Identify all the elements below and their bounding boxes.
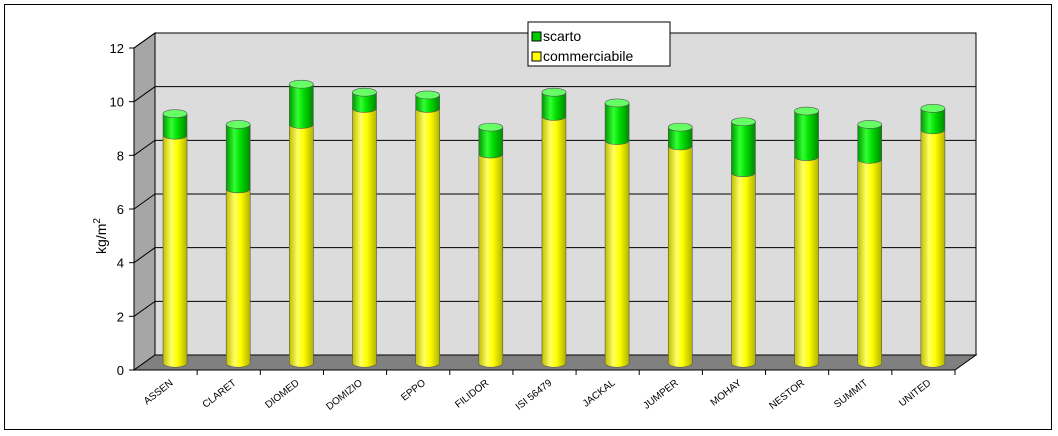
bar-scarto-filidor — [478, 126, 504, 159]
bar-commerciabile-diomed — [289, 124, 314, 368]
y-axis-label: kg/m2 — [92, 218, 109, 254]
bar-scarto-jackal — [604, 102, 630, 145]
bar-top-cap — [920, 104, 946, 113]
bar-top-cap — [162, 109, 188, 118]
bar-scarto-united — [920, 108, 946, 135]
bar-commerciabile-eppo — [415, 108, 440, 368]
bar-scarto-domizio — [352, 91, 377, 113]
bar-top-cap — [604, 98, 630, 108]
bar-top-cap — [225, 120, 251, 129]
gridline — [133, 32, 976, 49]
bar-top-cap — [478, 122, 504, 132]
bar-scarto-diomed — [289, 83, 314, 129]
bar-commerciabile-nestor — [794, 156, 819, 368]
bar-top-cap — [857, 120, 883, 129]
bar-top-cap — [667, 122, 693, 132]
bar-commerciabile-united — [920, 129, 946, 368]
legend-swatch-commerciabile — [531, 51, 542, 62]
bar-commerciabile-assen — [162, 134, 188, 368]
bar-scarto-eppo — [415, 94, 440, 113]
bar-commerciabile-jackal — [604, 140, 630, 368]
x-category-label: NESTOR — [767, 378, 806, 412]
x-category-label: MOHAY — [709, 377, 744, 408]
bar-commerciabile-jumper — [667, 145, 693, 368]
y-tick-label: 12 — [110, 41, 124, 56]
legend-swatch-scarto — [531, 31, 542, 42]
x-category-label: DIOMED — [263, 378, 301, 411]
x-category-label: FILIDOR — [453, 378, 491, 411]
legend: scarto commerciabile — [527, 21, 671, 67]
y-tick-label: 4 — [117, 256, 124, 271]
bar-commerciabile-domizio — [352, 108, 377, 368]
y-tick-label: 0 — [117, 363, 124, 378]
x-category-label: DOMIZIO — [324, 378, 365, 413]
bar-top-cap — [352, 87, 377, 97]
x-category-label: JACKAL — [581, 377, 618, 409]
gridline — [133, 193, 976, 210]
legend-label-commerciabile: commerciabile — [543, 48, 633, 64]
x-category-label: ISI 56479 — [514, 377, 555, 412]
x-category-label: JUMPER — [641, 378, 680, 412]
bar-scarto-jumper — [667, 126, 693, 151]
bar-scarto-mohay — [731, 121, 756, 178]
bar-top-cap — [541, 87, 567, 97]
bar-scarto-nestor — [794, 110, 819, 161]
x-category-label: ASSEN — [142, 378, 175, 408]
bar-top-cap — [289, 79, 314, 89]
legend-box — [527, 21, 671, 67]
x-category-label: UNITED — [897, 378, 933, 410]
gridline — [133, 247, 976, 264]
bar-top-cap — [415, 90, 440, 100]
y-tick-label: 6 — [117, 202, 124, 217]
x-category-label: CLARET — [201, 378, 239, 411]
bar-scarto-summit — [857, 124, 883, 164]
bar-scarto-assen — [162, 113, 188, 140]
bar-top-cap — [731, 117, 756, 127]
y-tick-label: 8 — [117, 148, 124, 163]
bar-top-cap — [794, 106, 819, 116]
x-category-label: EPPO — [399, 378, 428, 404]
bar-scarto-claret — [225, 124, 251, 194]
gridline — [133, 139, 976, 156]
bar-commerciabile-filidor — [478, 153, 504, 368]
bar-commerciabile-claret — [225, 188, 251, 368]
gridline — [133, 300, 976, 317]
y-tick-label: 10 — [110, 95, 124, 110]
y-tick-label: 2 — [117, 309, 124, 324]
bar-commerciabile-isi-56479 — [541, 116, 567, 368]
bar-commerciabile-mohay — [731, 172, 756, 368]
bar-scarto-isi-56479 — [541, 91, 567, 121]
gridline — [133, 86, 976, 103]
legend-label-scarto: scarto — [543, 28, 581, 44]
x-category-label: SUMMIT — [832, 378, 870, 411]
bar-commerciabile-summit — [857, 159, 883, 368]
